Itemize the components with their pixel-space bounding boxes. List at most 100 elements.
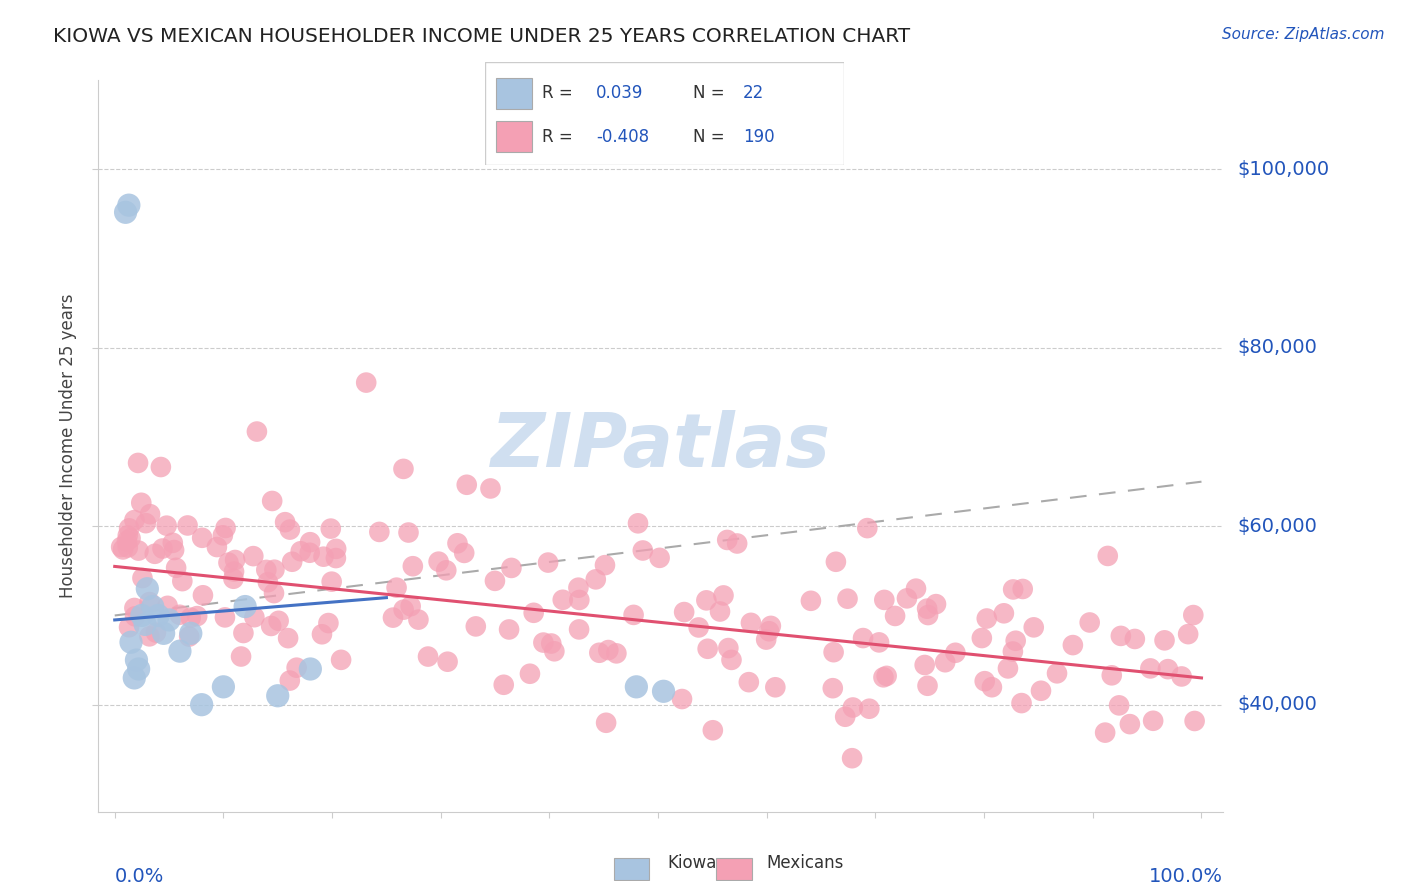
Point [176, 518, 198, 533]
Point [800, 594, 823, 608]
Text: 190: 190 [744, 128, 775, 145]
Point [191, 588, 214, 602]
Point [392, 602, 415, 616]
Point [626, 680, 648, 694]
Point [876, 669, 898, 683]
Point [416, 649, 439, 664]
Point [124, 671, 146, 685]
Point [385, 581, 408, 595]
Point [354, 376, 377, 390]
Point [278, 523, 301, 537]
Point [118, 620, 141, 634]
Point [180, 610, 202, 624]
Point [623, 607, 645, 622]
Point [1022, 620, 1045, 634]
Point [263, 563, 285, 577]
Point [720, 653, 742, 667]
Point [755, 632, 778, 647]
Point [129, 496, 152, 510]
Point [725, 536, 748, 550]
Point [980, 680, 1002, 694]
Point [408, 613, 430, 627]
Point [1182, 608, 1205, 623]
Point [1004, 633, 1026, 648]
Point [152, 541, 174, 556]
Point [821, 681, 844, 696]
Point [186, 609, 208, 624]
Point [540, 636, 562, 650]
Point [217, 556, 239, 570]
Point [914, 658, 936, 673]
Point [368, 524, 391, 539]
Point [873, 593, 896, 607]
Point [165, 561, 187, 575]
Point [392, 462, 415, 476]
FancyBboxPatch shape [613, 857, 650, 880]
Point [115, 534, 138, 549]
Point [1011, 582, 1033, 596]
Point [716, 533, 738, 547]
Point [402, 559, 425, 574]
Point [605, 646, 627, 660]
Point [993, 607, 1015, 621]
Point [1109, 629, 1132, 643]
Point [138, 629, 160, 643]
Point [212, 680, 235, 694]
Point [1153, 633, 1175, 648]
Point [205, 540, 228, 554]
Point [254, 563, 277, 577]
Point [479, 482, 502, 496]
Point [128, 662, 150, 676]
Text: R =: R = [543, 128, 574, 145]
Point [229, 649, 252, 664]
Point [222, 572, 245, 586]
Text: $60,000: $60,000 [1237, 516, 1317, 536]
Point [148, 608, 170, 623]
Text: 100.0%: 100.0% [1149, 867, 1223, 886]
Point [834, 710, 856, 724]
Point [278, 673, 301, 688]
Point [136, 582, 159, 596]
Point [758, 624, 780, 639]
Point [434, 563, 457, 577]
Point [453, 546, 475, 560]
Point [436, 655, 458, 669]
Point [652, 684, 675, 698]
Point [143, 547, 166, 561]
Point [673, 605, 696, 619]
Point [111, 542, 134, 557]
Point [267, 689, 290, 703]
Point [321, 574, 343, 589]
Point [501, 561, 523, 575]
Point [825, 555, 848, 569]
Point [627, 516, 650, 531]
Point [1001, 644, 1024, 658]
Point [222, 565, 245, 579]
Point [233, 599, 256, 614]
Point [695, 593, 717, 607]
Point [139, 507, 162, 521]
Point [648, 550, 671, 565]
Point [1170, 669, 1192, 683]
Point [124, 609, 146, 624]
Point [163, 543, 186, 558]
Point [243, 610, 266, 624]
Point [277, 631, 299, 645]
Point [145, 625, 167, 640]
Text: -0.408: -0.408 [596, 128, 650, 145]
Point [232, 626, 254, 640]
FancyBboxPatch shape [496, 78, 531, 109]
FancyBboxPatch shape [485, 62, 844, 165]
Point [852, 631, 875, 645]
Point [896, 591, 918, 606]
Point [588, 646, 610, 660]
Point [915, 601, 938, 615]
Point [281, 555, 304, 569]
Point [593, 558, 616, 573]
Point [568, 593, 591, 607]
Point [242, 549, 264, 563]
Point [842, 700, 865, 714]
Point [214, 610, 236, 624]
Point [1184, 714, 1206, 728]
Text: $100,000: $100,000 [1237, 160, 1330, 179]
